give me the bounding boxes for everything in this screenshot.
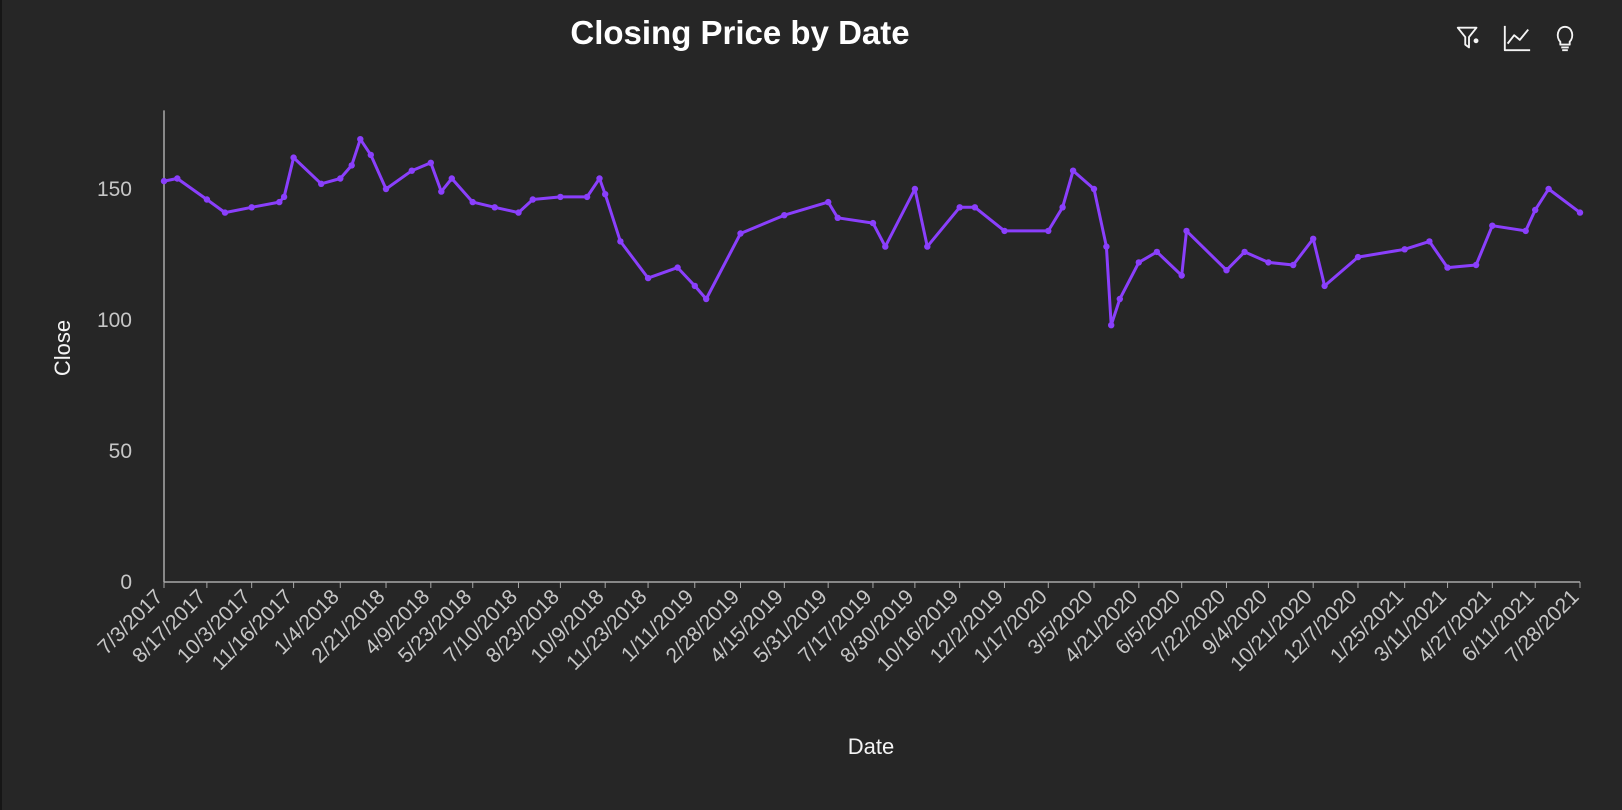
data-point[interactable] <box>276 198 283 206</box>
data-point[interactable] <box>834 214 841 221</box>
frame-edge <box>0 0 2 810</box>
data-point[interactable] <box>1103 243 1110 250</box>
data-point[interactable] <box>1401 246 1408 253</box>
data-point[interactable] <box>174 175 181 182</box>
data-point[interactable] <box>781 212 788 219</box>
lightbulb-icon <box>1556 25 1574 52</box>
filter-button[interactable] <box>1454 22 1484 54</box>
data-point[interactable] <box>825 198 832 206</box>
data-point[interactable] <box>644 274 652 282</box>
data-point[interactable] <box>1241 248 1248 256</box>
data-point[interactable] <box>1045 227 1052 235</box>
data-point[interactable] <box>1321 282 1328 290</box>
data-point[interactable] <box>469 198 476 206</box>
data-point[interactable] <box>221 209 229 216</box>
x-axis: 7/3/20178/17/201710/3/201711/16/20171/4/… <box>93 581 1584 676</box>
data-point[interactable] <box>280 193 288 201</box>
data-point[interactable] <box>583 193 591 201</box>
data-point[interactable] <box>557 193 564 201</box>
data-point[interactable] <box>1001 227 1008 235</box>
data-point[interactable] <box>869 219 877 227</box>
y-tick-label: 100 <box>97 309 132 332</box>
data-point[interactable] <box>427 159 434 166</box>
filter-icon <box>1456 26 1479 49</box>
x-axis-title: Date <box>848 734 894 759</box>
data-point[interactable] <box>1444 264 1451 271</box>
data-point[interactable] <box>1108 322 1115 329</box>
data-point[interactable] <box>337 175 344 182</box>
y-tick-label: 0 <box>120 571 132 594</box>
data-point[interactable] <box>203 196 211 203</box>
data-point[interactable] <box>1178 272 1185 279</box>
data-point[interactable] <box>1069 167 1077 174</box>
data-point[interactable] <box>1135 259 1143 266</box>
data-point[interactable] <box>318 180 325 187</box>
data-point[interactable] <box>737 230 744 237</box>
data-point[interactable] <box>1265 259 1272 266</box>
chart-title: Closing Price by Date <box>570 14 910 51</box>
y-axis: 0 50 100 150 <box>97 110 165 594</box>
data-point[interactable] <box>602 191 609 198</box>
data-point[interactable] <box>1153 248 1161 256</box>
data-point[interactable] <box>674 264 681 271</box>
data-point[interactable] <box>290 154 297 161</box>
data-point[interactable] <box>248 204 255 211</box>
data-point[interactable] <box>1310 235 1317 242</box>
data-point[interactable] <box>1116 295 1124 303</box>
data-point[interactable] <box>1223 267 1230 274</box>
data-point[interactable] <box>596 175 603 182</box>
data-point[interactable] <box>529 196 536 203</box>
data-point[interactable] <box>1354 253 1362 261</box>
data-point[interactable] <box>382 185 390 193</box>
data-point[interactable] <box>1426 238 1433 245</box>
data-point[interactable] <box>1489 222 1496 229</box>
data-point[interactable] <box>348 162 355 169</box>
y-tick-label: 150 <box>97 178 132 201</box>
data-point[interactable] <box>1545 185 1552 193</box>
data-point[interactable] <box>160 177 168 185</box>
data-point[interactable] <box>1532 206 1539 214</box>
data-point[interactable] <box>515 209 522 216</box>
data-point[interactable] <box>971 204 979 211</box>
data-point[interactable] <box>691 282 698 290</box>
series-line-close <box>163 137 1581 327</box>
data-point[interactable] <box>1290 261 1297 269</box>
data-point[interactable] <box>911 185 919 193</box>
data-point[interactable] <box>357 136 364 143</box>
chart-toolbar <box>1454 22 1580 54</box>
data-point[interactable] <box>956 204 963 211</box>
data-point[interactable] <box>438 188 445 195</box>
data-point[interactable] <box>882 243 889 250</box>
data-point[interactable] <box>703 295 710 303</box>
data-point[interactable] <box>1183 227 1190 235</box>
data-point[interactable] <box>1576 209 1584 216</box>
insights-button[interactable] <box>1550 22 1580 54</box>
data-point[interactable] <box>1472 261 1480 269</box>
y-axis-title: Close <box>50 320 75 376</box>
data-point[interactable] <box>367 151 374 159</box>
chart-type-button[interactable] <box>1502 22 1532 54</box>
data-point[interactable] <box>617 238 624 245</box>
data-point[interactable] <box>1059 204 1066 211</box>
data-point[interactable] <box>1522 227 1529 235</box>
data-point[interactable] <box>491 204 498 211</box>
data-point[interactable] <box>448 175 455 182</box>
line-chart-icon <box>1503 25 1531 52</box>
data-point[interactable] <box>924 243 931 250</box>
data-point[interactable] <box>1090 185 1098 193</box>
series-points <box>160 136 1584 329</box>
data-point[interactable] <box>408 167 415 174</box>
y-tick-label: 50 <box>109 440 132 463</box>
